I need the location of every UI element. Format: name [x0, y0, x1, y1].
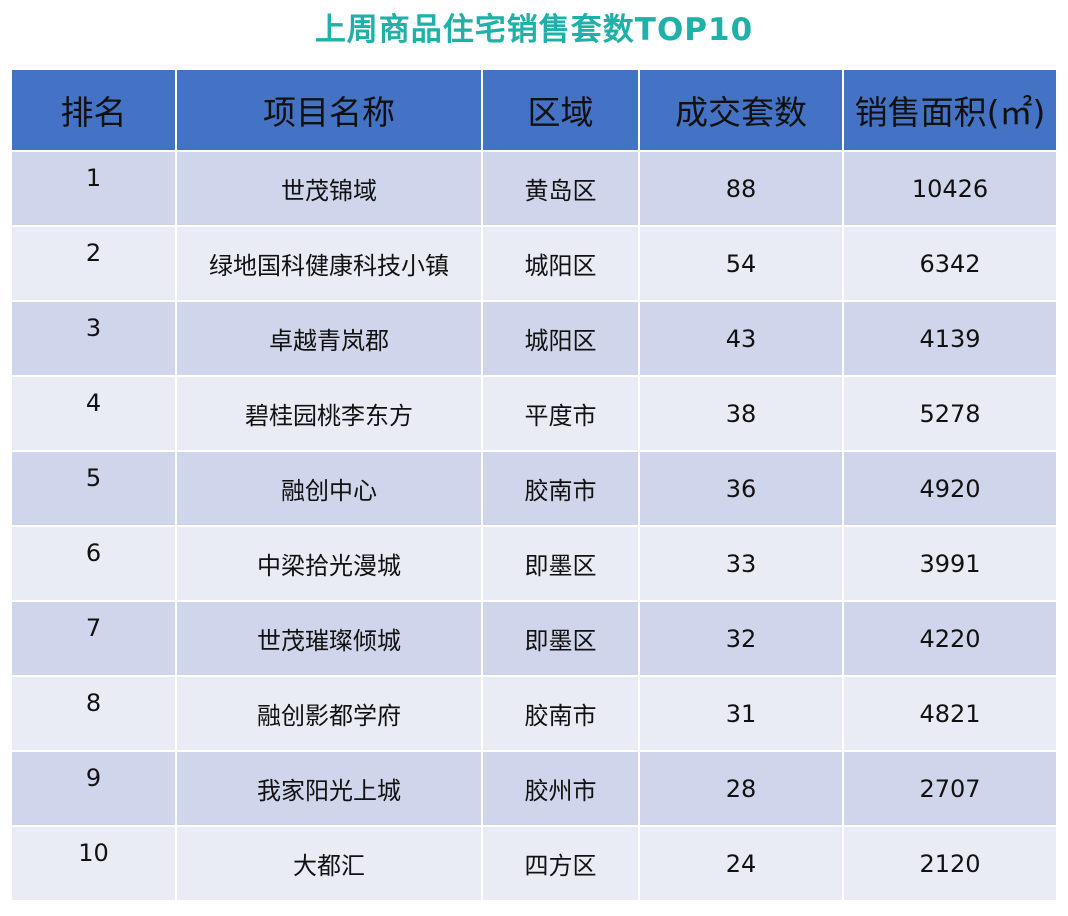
cell-project: 融创中心: [177, 452, 481, 525]
cell-district: 即墨区: [483, 527, 638, 600]
cell-rank: 7: [12, 602, 175, 675]
table-row: 7 世茂璀璨倾城 即墨区 32 4220: [12, 602, 1056, 675]
table-row: 3 卓越青岚郡 城阳区 43 4139: [12, 302, 1056, 375]
cell-project: 融创影都学府: [177, 677, 481, 750]
cell-units: 31: [640, 677, 842, 750]
table-row: 2 绿地国科健康科技小镇 城阳区 54 6342: [12, 227, 1056, 300]
cell-district: 胶州市: [483, 752, 638, 825]
cell-project: 卓越青岚郡: [177, 302, 481, 375]
cell-project: 碧桂园桃李东方: [177, 377, 481, 450]
cell-rank: 9: [12, 752, 175, 825]
cell-area: 10426: [844, 152, 1056, 225]
cell-rank: 4: [12, 377, 175, 450]
header-project: 项目名称: [177, 70, 481, 150]
cell-district: 城阳区: [483, 302, 638, 375]
table-row: 5 融创中心 胶南市 36 4920: [12, 452, 1056, 525]
cell-project: 中梁拾光漫城: [177, 527, 481, 600]
cell-district: 四方区: [483, 827, 638, 900]
header-row: 排名 项目名称 区域 成交套数 销售面积(㎡): [12, 70, 1056, 150]
cell-rank: 8: [12, 677, 175, 750]
cell-units: 88: [640, 152, 842, 225]
table-row: 6 中梁拾光漫城 即墨区 33 3991: [12, 527, 1056, 600]
cell-area: 2707: [844, 752, 1056, 825]
header-district: 区域: [483, 70, 638, 150]
cell-project: 大都汇: [177, 827, 481, 900]
cell-rank: 2: [12, 227, 175, 300]
cell-area: 4220: [844, 602, 1056, 675]
cell-district: 平度市: [483, 377, 638, 450]
cell-district: 即墨区: [483, 602, 638, 675]
cell-units: 36: [640, 452, 842, 525]
cell-area: 5278: [844, 377, 1056, 450]
cell-project: 绿地国科健康科技小镇: [177, 227, 481, 300]
cell-district: 黄岛区: [483, 152, 638, 225]
table-row: 9 我家阳光上城 胶州市 28 2707: [12, 752, 1056, 825]
cell-area: 3991: [844, 527, 1056, 600]
cell-units: 24: [640, 827, 842, 900]
cell-units: 54: [640, 227, 842, 300]
cell-rank: 1: [12, 152, 175, 225]
table-row: 1 世茂锦域 黄岛区 88 10426: [12, 152, 1056, 225]
table-row: 10 大都汇 四方区 24 2120: [12, 827, 1056, 900]
cell-rank: 6: [12, 527, 175, 600]
header-units: 成交套数: [640, 70, 842, 150]
cell-area: 4821: [844, 677, 1056, 750]
cell-units: 38: [640, 377, 842, 450]
cell-units: 33: [640, 527, 842, 600]
table-row: 4 碧桂园桃李东方 平度市 38 5278: [12, 377, 1056, 450]
cell-project: 我家阳光上城: [177, 752, 481, 825]
cell-area: 4920: [844, 452, 1056, 525]
cell-district: 城阳区: [483, 227, 638, 300]
sales-table: 排名 项目名称 区域 成交套数 销售面积(㎡) 1 世茂锦域 黄岛区 88 10426 2…: [10, 68, 1058, 902]
header-rank: 排名: [12, 70, 175, 150]
cell-units: 43: [640, 302, 842, 375]
table-row: 8 融创影都学府 胶南市 31 4821: [12, 677, 1056, 750]
table-title: 上周商品住宅销售套数TOP10: [314, 12, 754, 48]
cell-rank: 5: [12, 452, 175, 525]
header-area: 销售面积(㎡): [844, 70, 1056, 150]
cell-district: 胶南市: [483, 677, 638, 750]
cell-project: 世茂锦域: [177, 152, 481, 225]
cell-project: 世茂璀璨倾城: [177, 602, 481, 675]
cell-units: 32: [640, 602, 842, 675]
cell-area: 4139: [844, 302, 1056, 375]
cell-district: 胶南市: [483, 452, 638, 525]
cell-rank: 3: [12, 302, 175, 375]
cell-units: 28: [640, 752, 842, 825]
cell-area: 6342: [844, 227, 1056, 300]
cell-area: 2120: [844, 827, 1056, 900]
cell-rank: 10: [12, 827, 175, 900]
